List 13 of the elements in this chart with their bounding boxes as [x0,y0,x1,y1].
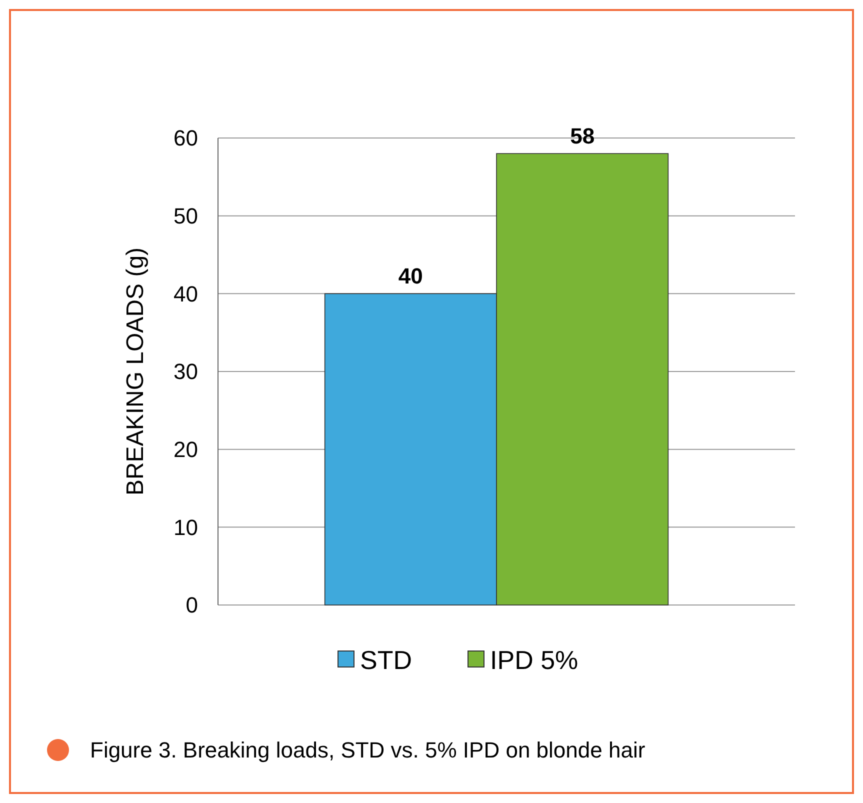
y-axis-title: BREAKING LOADS (g) [122,247,149,496]
y-tick-label: 0 [186,592,198,618]
y-tick-label: 10 [174,514,198,540]
legend-label: IPD 5% [490,645,578,676]
y-tick-label: 20 [174,437,198,462]
legend-label: STD [360,645,412,676]
y-tick-label: 40 [174,281,198,306]
caption: Figure 3. Breaking loads, STD vs. 5% IPD on blonde hair [90,738,646,763]
data-label: 40 [398,264,423,289]
y-tick-label: 50 [174,204,198,229]
y-tick-label: 30 [174,359,198,384]
data-label: 58 [570,124,595,149]
y-tick-label: 60 [174,126,198,151]
